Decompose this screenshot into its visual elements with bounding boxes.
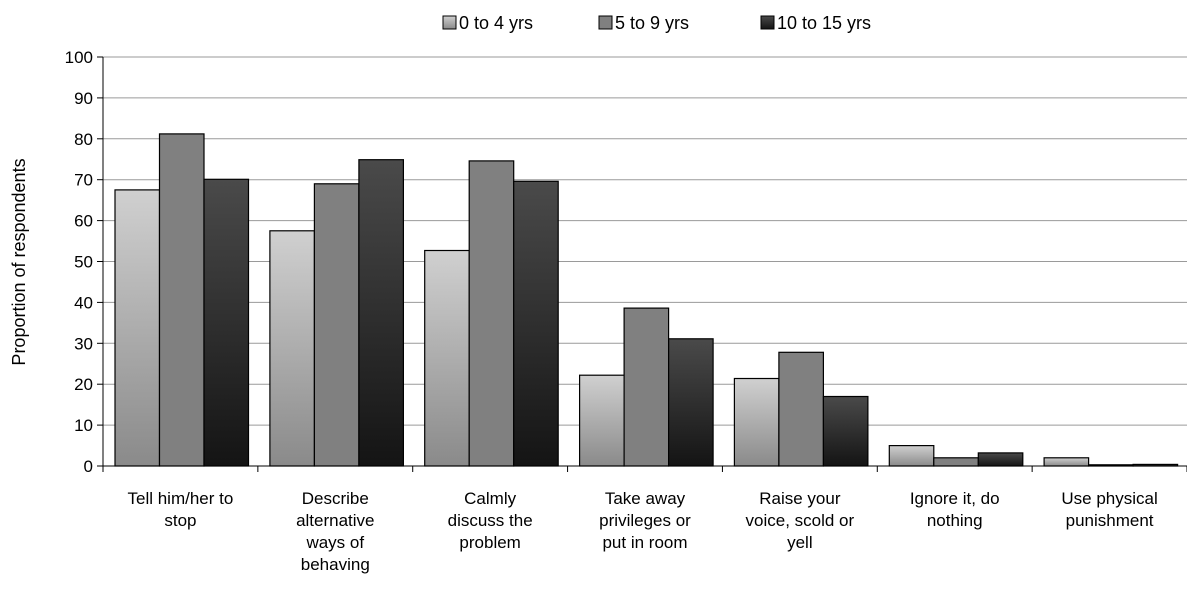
bar	[623, 307, 670, 467]
x-category-label: Use physical punishment	[1061, 489, 1157, 530]
y-tick-label: 100	[65, 48, 93, 67]
legend-label: 5 to 9 yrs	[615, 13, 689, 33]
bar	[358, 159, 404, 467]
x-category-label: Take away privileges or put in room	[599, 489, 691, 552]
bar	[822, 395, 869, 467]
y-tick-label: 20	[74, 375, 93, 394]
x-category-label: Calmly discuss the problem	[448, 489, 533, 552]
legend-label: 0 to 4 yrs	[459, 13, 533, 33]
bars	[114, 133, 1179, 467]
bar	[667, 338, 714, 467]
axes: 0 10 20 30 40 50 60 70 80 90 100 Tell him/her to sto…	[65, 48, 1187, 574]
y-tick-label: 70	[74, 171, 93, 190]
bar	[468, 160, 515, 467]
y-tick-label: 90	[74, 89, 93, 108]
bar	[203, 178, 250, 467]
y-tick-label: 0	[84, 457, 93, 476]
bar	[513, 180, 559, 467]
bar	[269, 230, 315, 467]
y-tick-label: 50	[74, 253, 93, 272]
y-tick-label: 40	[74, 293, 93, 312]
bar	[933, 457, 979, 467]
bar	[158, 133, 205, 467]
x-category-label: Tell him/her to stop	[128, 489, 234, 530]
bar	[778, 351, 825, 467]
x-category-label: Describe alternative ways of behaving	[296, 489, 374, 574]
bar	[114, 189, 161, 467]
legend-swatch	[442, 15, 457, 30]
y-tick-label: 30	[74, 334, 93, 353]
bar	[424, 249, 470, 467]
y-axis-title: Proportion of respondents	[9, 158, 29, 365]
bar	[888, 445, 935, 467]
x-category-label: Ignore it, do nothing	[910, 489, 1000, 530]
bar	[313, 183, 360, 467]
x-category-label: Raise your voice, scold or yell	[746, 489, 855, 552]
legend: 0 to 4 yrs 5 to 9 yrs 10 to 15 yrs	[442, 13, 871, 33]
legend-swatch	[760, 15, 775, 30]
bar	[977, 452, 1024, 467]
bar	[578, 374, 625, 467]
bar	[1043, 457, 1090, 467]
legend-label: 10 to 15 yrs	[777, 13, 871, 33]
y-tick-label: 10	[74, 416, 93, 435]
legend-swatch	[598, 15, 613, 30]
bar	[733, 377, 780, 467]
y-tick-label: 60	[74, 212, 93, 231]
y-tick-label: 80	[74, 130, 93, 149]
